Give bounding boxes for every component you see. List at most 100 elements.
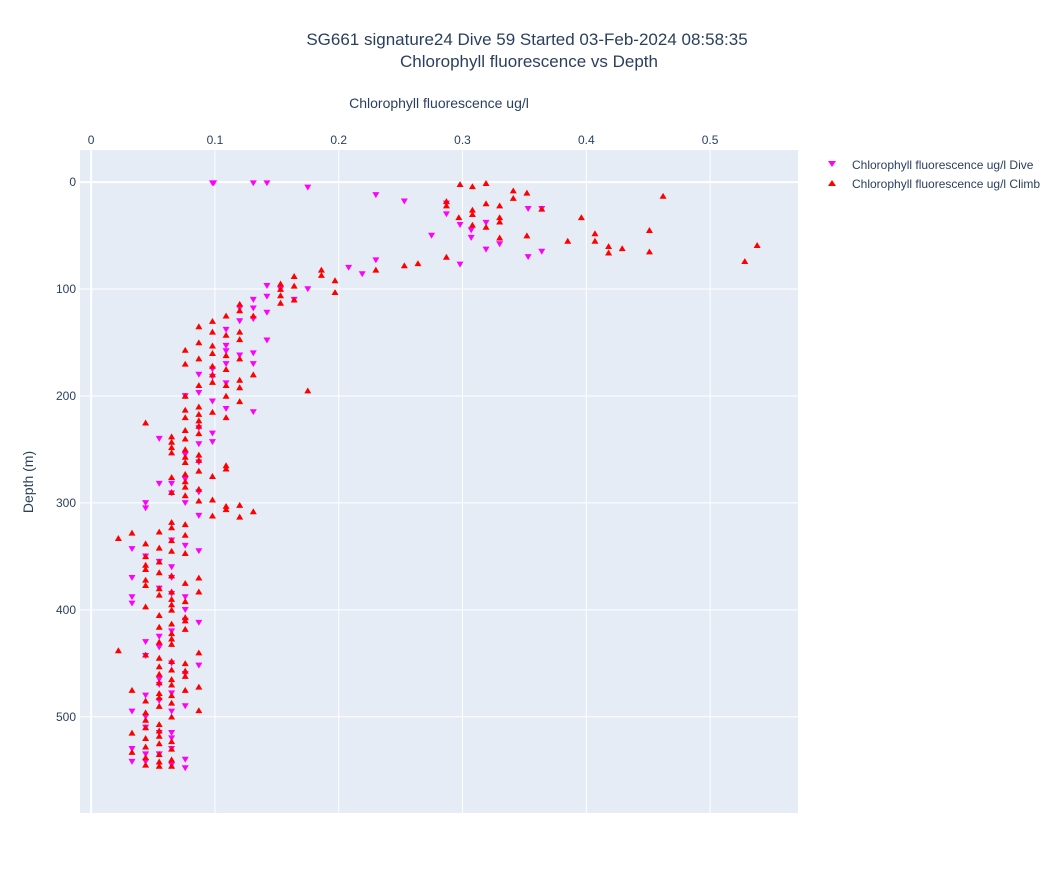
climb-point — [168, 438, 176, 445]
dive-point — [181, 594, 189, 601]
climb-point — [468, 211, 476, 217]
climb-point — [181, 521, 189, 528]
climb-point — [181, 492, 189, 499]
climb-point — [168, 640, 176, 647]
climb-point — [155, 690, 163, 697]
climb-point — [208, 317, 216, 324]
dive-point — [155, 435, 163, 442]
climb-point — [128, 729, 136, 736]
climb-point — [168, 745, 176, 752]
climb-point — [168, 635, 176, 642]
climb-point — [142, 540, 150, 547]
climb-point — [496, 234, 504, 241]
dive-point — [168, 729, 176, 736]
climb-point — [168, 518, 176, 525]
climb-point — [155, 751, 163, 757]
climb-point — [195, 451, 203, 458]
x-axis-ticks: 0 0.1 0.2 0.3 0.4 0.5 — [88, 133, 719, 147]
climb-point — [442, 202, 450, 209]
climb-point — [155, 654, 163, 661]
climb-point — [208, 328, 216, 335]
dive-point — [304, 286, 312, 293]
climb-point — [222, 331, 230, 338]
climb-point — [468, 206, 476, 213]
climb-point — [455, 214, 463, 221]
legend-item-dive[interactable]: Chlorophyll fluorescence ug/l Dive — [828, 158, 1034, 172]
climb-point — [168, 738, 176, 745]
dive-point — [263, 293, 271, 300]
dive-point — [222, 405, 230, 412]
climb-point — [155, 732, 163, 739]
climb-point — [509, 187, 517, 194]
climb-point — [181, 549, 189, 556]
climb-point — [222, 382, 230, 389]
climb-point — [168, 588, 176, 595]
climb-point — [142, 724, 150, 731]
climb-point — [208, 408, 216, 415]
y-axis-title: Depth (m) — [20, 451, 36, 513]
climb-point — [468, 183, 476, 190]
climb-point — [181, 660, 189, 667]
legend-item-climb[interactable]: Chlorophyll fluorescence ug/l Climb — [828, 177, 1040, 191]
climb-point — [317, 266, 325, 273]
climb-point — [195, 403, 203, 410]
climb-point — [208, 378, 216, 385]
climb-point — [168, 756, 176, 763]
climb-point — [317, 271, 325, 278]
climb-point — [168, 630, 176, 637]
climb-point — [482, 200, 490, 207]
climb-point — [155, 721, 163, 728]
dive-point — [155, 644, 163, 651]
dive-point — [345, 264, 353, 271]
climb-point — [236, 328, 244, 335]
climb-point — [168, 449, 176, 456]
dive-point — [142, 505, 150, 512]
climb-point — [482, 180, 490, 186]
dive-point — [142, 639, 150, 646]
climb-point — [114, 647, 122, 654]
dive-point — [128, 594, 136, 601]
dive-point — [304, 184, 312, 191]
climb-point — [222, 506, 230, 513]
climb-point — [128, 748, 136, 755]
climb-point — [181, 346, 189, 353]
dive-point — [128, 708, 136, 715]
legend[interactable]: Chlorophyll fluorescence ug/l Dive Chlor… — [828, 158, 1040, 191]
climb-point — [168, 524, 176, 531]
climb-point — [181, 478, 189, 485]
climb-point — [222, 366, 230, 373]
climb-point — [208, 350, 216, 356]
climb-point — [181, 406, 189, 413]
climb-point — [290, 273, 298, 279]
climb-point — [236, 300, 244, 307]
climb-point — [181, 360, 189, 367]
dive-point — [195, 389, 203, 396]
climb-point — [753, 242, 761, 248]
dive-point — [467, 234, 475, 241]
x-tick-label: 0.2 — [330, 133, 347, 147]
y-tick-label: 200 — [56, 389, 76, 403]
climb-point — [277, 280, 285, 287]
climb-point — [236, 384, 244, 391]
climb-point — [155, 591, 163, 598]
climb-series — [114, 180, 761, 769]
y-tick-label: 0 — [69, 175, 76, 189]
climb-point — [142, 582, 150, 589]
dive-point — [358, 271, 366, 278]
climb-point — [659, 192, 667, 199]
climb-point — [155, 702, 163, 709]
climb-point — [155, 569, 163, 576]
legend-label-dive: Chlorophyll fluorescence ug/l Dive — [852, 158, 1034, 172]
dive-point — [538, 248, 546, 255]
climb-point — [564, 237, 572, 244]
climb-point — [222, 462, 230, 469]
climb-point — [195, 683, 203, 690]
dive-point — [524, 254, 532, 261]
climb-point — [195, 649, 203, 656]
dive-point — [181, 703, 189, 710]
climb-point — [181, 427, 189, 433]
climb-point — [208, 512, 216, 519]
climb-point — [208, 342, 216, 349]
climb-point — [195, 422, 203, 429]
